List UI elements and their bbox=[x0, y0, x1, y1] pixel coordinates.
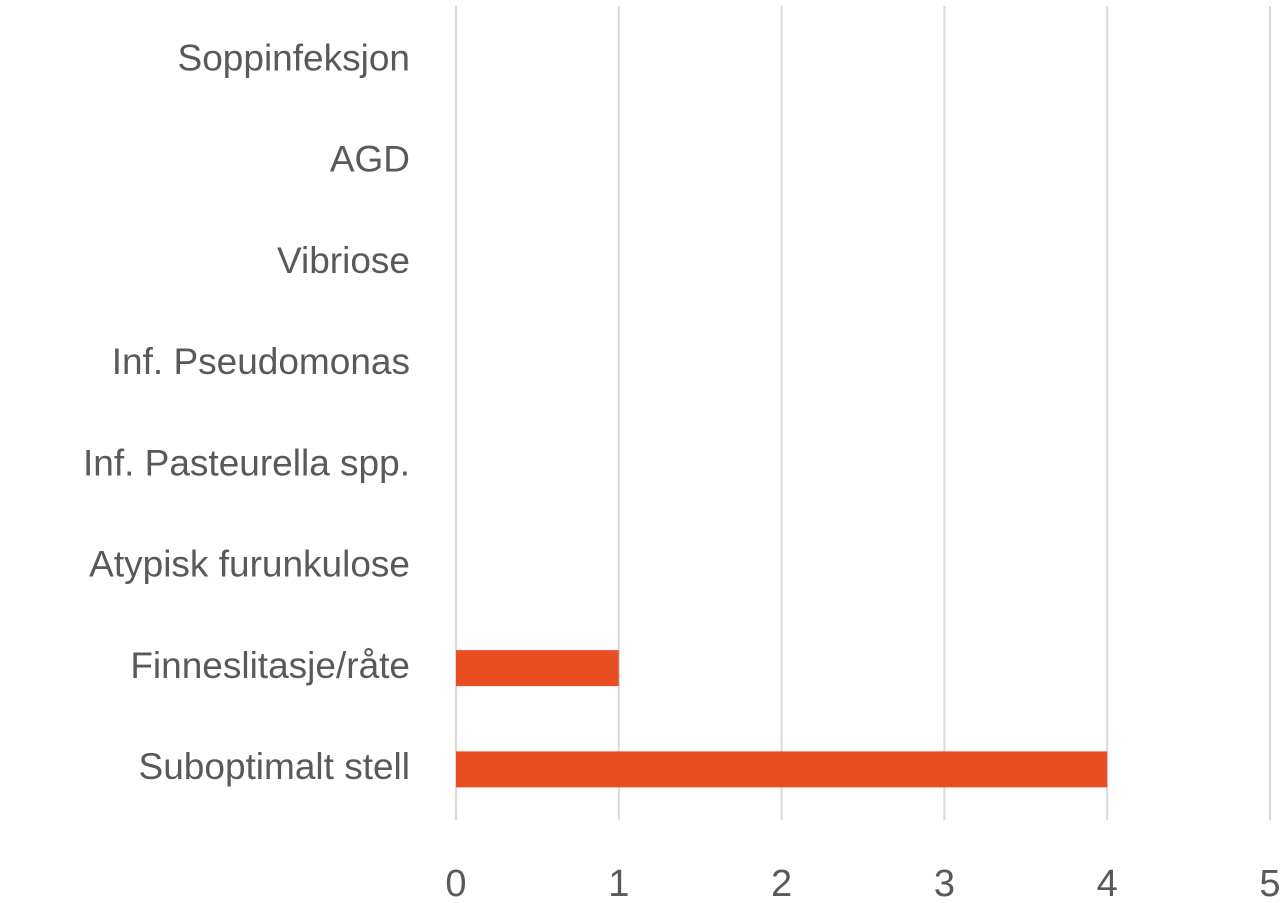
y-tick-label: Atypisk furunkulose bbox=[89, 544, 410, 585]
y-tick-label: AGD bbox=[330, 139, 410, 180]
x-tick-label: 1 bbox=[608, 863, 629, 903]
y-tick-label: Suboptimalt stell bbox=[139, 746, 410, 787]
y-tick-label: Soppinfeksjon bbox=[178, 37, 410, 78]
y-tick-label: Vibriose bbox=[277, 240, 410, 281]
x-tick-label: 0 bbox=[445, 863, 466, 903]
y-tick-label: Finneslitasje/råte bbox=[130, 645, 410, 686]
y-tick-label: Inf. Pseudomonas bbox=[112, 341, 410, 382]
x-tick-label: 3 bbox=[934, 863, 955, 903]
x-tick-label: 5 bbox=[1259, 863, 1280, 903]
bar bbox=[456, 751, 1108, 788]
bar bbox=[456, 650, 619, 687]
y-tick-label: Inf. Pasteurella spp. bbox=[83, 442, 410, 483]
x-tick-label: 2 bbox=[771, 863, 792, 903]
x-tick-label: 4 bbox=[1097, 863, 1118, 903]
